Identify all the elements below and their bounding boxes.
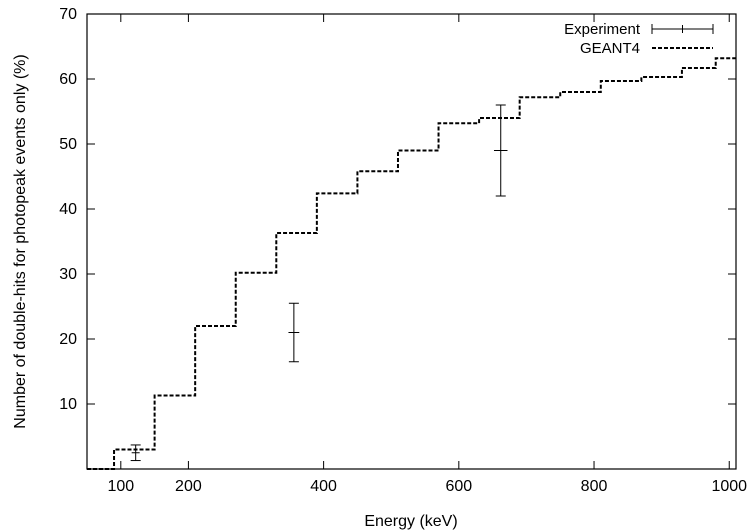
x-tick-label: 100 (107, 478, 134, 495)
y-axis-label: Number of double-hits for photopeak even… (12, 54, 29, 428)
x-tick-label: 600 (445, 478, 472, 495)
legend-marker-experiment (651, 24, 714, 34)
x-axis-label: Energy (keV) (364, 513, 457, 530)
legend-label-geant4: GEANT4 (580, 40, 640, 57)
x-tick-label: 1000 (711, 478, 747, 495)
legend: Experiment GEANT4 (564, 21, 714, 57)
experiment-point (288, 302, 300, 363)
experiment-point (130, 444, 141, 462)
legend-label-experiment: Experiment (564, 21, 641, 38)
ticks-layer: 100 200 400 600 800 1000 10 20 30 40 50 60 70 (59, 6, 747, 495)
y-tick-label: 30 (59, 266, 77, 283)
experiment-point (493, 104, 508, 197)
y-tick-label: 70 (59, 6, 77, 23)
x-tick-label: 200 (175, 478, 202, 495)
x-tick-label: 400 (310, 478, 337, 495)
geant4-step-line (87, 57, 736, 470)
series-layer (87, 57, 736, 470)
y-tick-label: 20 (59, 331, 77, 348)
plot-frame (86, 13, 737, 470)
y-tick-label: 40 (59, 201, 77, 218)
y-tick-label: 10 (59, 396, 77, 413)
x-tick-label: 800 (581, 478, 608, 495)
y-tick-label: 60 (59, 71, 77, 88)
y-tick-label: 50 (59, 136, 77, 153)
